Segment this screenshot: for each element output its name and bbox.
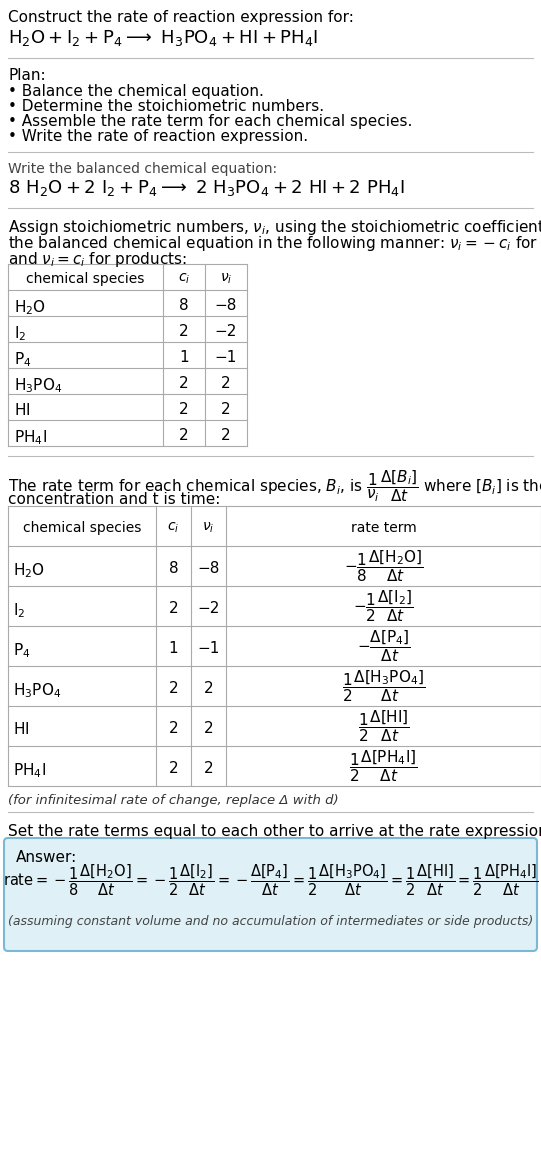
Text: Construct the rate of reaction expression for:: Construct the rate of reaction expressio…: [8, 11, 354, 25]
Text: 8: 8: [179, 298, 189, 313]
Text: chemical species: chemical species: [23, 522, 141, 534]
Text: −8: −8: [197, 561, 220, 575]
Text: 2: 2: [179, 402, 189, 417]
Text: 1: 1: [179, 350, 189, 364]
Text: rate term: rate term: [351, 522, 417, 534]
Text: Set the rate terms equal to each other to arrive at the rate expression:: Set the rate terms equal to each other t…: [8, 824, 541, 839]
Text: $\mathrm{H_3PO_4}$: $\mathrm{H_3PO_4}$: [13, 681, 61, 700]
Text: −2: −2: [197, 601, 220, 616]
Text: (assuming constant volume and no accumulation of intermediates or side products): (assuming constant volume and no accumul…: [8, 915, 533, 928]
Text: 2: 2: [221, 376, 231, 391]
Text: −1: −1: [197, 641, 220, 656]
Text: • Balance the chemical equation.: • Balance the chemical equation.: [8, 84, 264, 98]
Text: 2: 2: [179, 323, 189, 339]
Text: Write the balanced chemical equation:: Write the balanced chemical equation:: [8, 162, 277, 176]
Text: Plan:: Plan:: [8, 68, 45, 83]
Text: $\mathrm{PH_4I}$: $\mathrm{PH_4I}$: [14, 428, 47, 447]
Text: $-\dfrac{1}{2}\dfrac{\Delta[\mathrm{I_2}]}{\Delta t}$: $-\dfrac{1}{2}\dfrac{\Delta[\mathrm{I_2}…: [353, 588, 414, 624]
Text: −2: −2: [215, 323, 237, 339]
Text: $\mathrm{rate} = -\dfrac{1}{8}\dfrac{\Delta[\mathrm{H_2O}]}{\Delta t} = -\dfrac{: $\mathrm{rate} = -\dfrac{1}{8}\dfrac{\De…: [3, 863, 538, 898]
Text: (for infinitesimal rate of change, replace Δ with d): (for infinitesimal rate of change, repla…: [8, 793, 339, 808]
Text: −1: −1: [215, 350, 237, 364]
Text: 2: 2: [169, 681, 179, 696]
Text: 1: 1: [169, 641, 179, 656]
Text: the balanced chemical equation in the following manner: $\nu_i = -c_i$ for react: the balanced chemical equation in the fo…: [8, 234, 541, 253]
Text: 2: 2: [221, 402, 231, 417]
Text: $\mathrm{HI}$: $\mathrm{HI}$: [14, 402, 30, 418]
Text: 2: 2: [179, 428, 189, 443]
Text: $\mathrm{H_2O}$: $\mathrm{H_2O}$: [13, 561, 45, 580]
Text: $\mathrm{P_4}$: $\mathrm{P_4}$: [14, 350, 31, 369]
Text: 2: 2: [169, 721, 179, 736]
Text: 2: 2: [204, 681, 213, 696]
Text: 2: 2: [169, 601, 179, 616]
Text: $\dfrac{1}{2}\dfrac{\Delta[\mathrm{PH_4I}]}{\Delta t}$: $\dfrac{1}{2}\dfrac{\Delta[\mathrm{PH_4I…: [349, 748, 418, 784]
Text: • Write the rate of reaction expression.: • Write the rate of reaction expression.: [8, 129, 308, 144]
Text: The rate term for each chemical species, $B_i$, is $\dfrac{1}{\nu_i}\dfrac{\Delt: The rate term for each chemical species,…: [8, 468, 541, 504]
Text: $\mathrm{H_2O}$: $\mathrm{H_2O}$: [14, 298, 46, 316]
Text: $c_i$: $c_i$: [178, 272, 190, 286]
FancyBboxPatch shape: [4, 838, 537, 950]
Text: $\mathrm{I_2}$: $\mathrm{I_2}$: [13, 601, 25, 620]
Text: $\mathrm{H_2O + I_2 + P_4 \longrightarrow \ H_3PO_4 + HI + PH_4I}$: $\mathrm{H_2O + I_2 + P_4 \longrightarro…: [8, 28, 318, 48]
Text: $\nu_i$: $\nu_i$: [202, 522, 215, 536]
Text: chemical species: chemical species: [27, 272, 144, 286]
Text: • Assemble the rate term for each chemical species.: • Assemble the rate term for each chemic…: [8, 114, 412, 129]
Text: 8: 8: [169, 561, 179, 575]
Text: 2: 2: [179, 376, 189, 391]
Text: $\mathrm{PH_4I}$: $\mathrm{PH_4I}$: [13, 761, 46, 779]
Text: 2: 2: [204, 761, 213, 776]
Text: $\nu_i$: $\nu_i$: [220, 272, 232, 286]
Text: 2: 2: [204, 721, 213, 736]
Text: $-\dfrac{1}{8}\dfrac{\Delta[\mathrm{H_2O}]}{\Delta t}$: $-\dfrac{1}{8}\dfrac{\Delta[\mathrm{H_2O…: [344, 548, 423, 584]
Text: $\mathrm{I_2}$: $\mathrm{I_2}$: [14, 323, 27, 342]
Text: 2: 2: [221, 428, 231, 443]
Text: and $\nu_i = c_i$ for products:: and $\nu_i = c_i$ for products:: [8, 250, 187, 270]
Text: $\dfrac{1}{2}\dfrac{\Delta[\mathrm{HI}]}{\Delta t}$: $\dfrac{1}{2}\dfrac{\Delta[\mathrm{HI}]}…: [358, 708, 410, 744]
Text: $\mathrm{H_3PO_4}$: $\mathrm{H_3PO_4}$: [14, 376, 62, 395]
Text: $\mathrm{HI}$: $\mathrm{HI}$: [13, 721, 29, 737]
Text: Answer:: Answer:: [16, 850, 77, 865]
Text: $\mathrm{8\ H_2O + 2\ I_2 + P_4 \longrightarrow \ 2\ H_3PO_4 + 2\ HI + 2\ PH_4I}: $\mathrm{8\ H_2O + 2\ I_2 + P_4 \longrig…: [8, 178, 405, 198]
Text: $\dfrac{1}{2}\dfrac{\Delta[\mathrm{H_3PO_4}]}{\Delta t}$: $\dfrac{1}{2}\dfrac{\Delta[\mathrm{H_3PO…: [342, 668, 425, 704]
Text: • Determine the stoichiometric numbers.: • Determine the stoichiometric numbers.: [8, 98, 324, 114]
Text: −8: −8: [215, 298, 237, 313]
Text: 2: 2: [169, 761, 179, 776]
Text: $\mathrm{P_4}$: $\mathrm{P_4}$: [13, 641, 30, 660]
Text: $-\dfrac{\Delta[\mathrm{P_4}]}{\Delta t}$: $-\dfrac{\Delta[\mathrm{P_4}]}{\Delta t}…: [357, 628, 411, 663]
Text: concentration and t is time:: concentration and t is time:: [8, 492, 220, 507]
Text: $c_i$: $c_i$: [167, 522, 180, 536]
Text: Assign stoichiometric numbers, $\nu_i$, using the stoichiometric coefficients, $: Assign stoichiometric numbers, $\nu_i$, …: [8, 218, 541, 237]
